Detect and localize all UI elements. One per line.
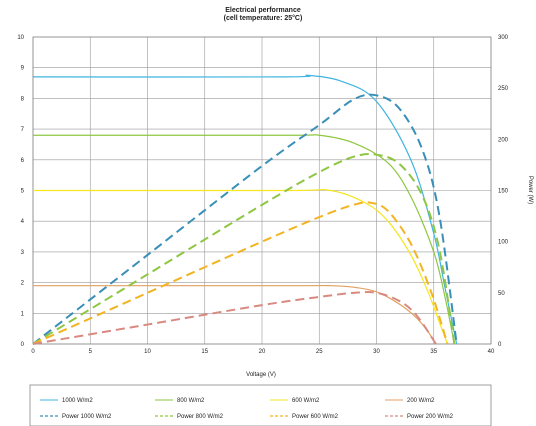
legend-entry: 1000 W/m2 bbox=[62, 398, 93, 404]
x-tick-label: 15 bbox=[201, 349, 208, 355]
series-line-2 bbox=[32, 134, 455, 345]
y-right-tick-label: 100 bbox=[498, 240, 509, 246]
series-line-8 bbox=[32, 291, 437, 345]
y-left-tick-label: 6 bbox=[21, 158, 25, 164]
y-right-axis-label: Power (W) bbox=[527, 176, 533, 204]
series-line-4 bbox=[33, 284, 437, 345]
y-right-tick-label: 250 bbox=[498, 86, 509, 92]
y-left-tick-label: 4 bbox=[21, 219, 25, 225]
y-left-tick-label: 9 bbox=[21, 66, 25, 72]
legend: 1000 W/m2 800 W/m2 600 W/m2 200 W/m2 Power 1… bbox=[40, 398, 454, 420]
y-left-tick-label: 1 bbox=[21, 311, 25, 317]
y-left-tick-label: 7 bbox=[21, 127, 25, 133]
series-line-1 bbox=[32, 74, 458, 345]
y-right-tick-label: 200 bbox=[498, 137, 509, 143]
y-left-axis-ticks: 0 1 2 3 4 5 6 7 8 9 10 bbox=[17, 35, 24, 348]
y-left-tick-label: 8 bbox=[21, 96, 25, 102]
series-line-5 bbox=[32, 93, 458, 345]
legend-entry: 600 W/m2 bbox=[292, 398, 320, 404]
y-right-tick-label: 150 bbox=[498, 189, 509, 195]
y-right-tick-label: 300 bbox=[498, 35, 509, 41]
legend-entry: Power 200 W/m2 bbox=[407, 414, 454, 420]
y-left-tick-label: 2 bbox=[21, 281, 25, 287]
y-right-tick-label: 50 bbox=[498, 291, 505, 297]
chart-title: Electrical performance bbox=[225, 7, 301, 14]
x-tick-label: 0 bbox=[31, 349, 35, 355]
y-right-axis-ticks: 0 50 100 150 200 250 300 bbox=[498, 35, 509, 348]
x-tick-label: 10 bbox=[144, 349, 151, 355]
y-left-tick-label: 5 bbox=[21, 189, 25, 195]
series-line-7 bbox=[32, 201, 449, 345]
y-left-tick-label: 0 bbox=[21, 342, 25, 348]
legend-entry: Power 800 W/m2 bbox=[177, 414, 224, 420]
y-right-tick-label: 0 bbox=[498, 342, 502, 348]
x-tick-label: 35 bbox=[430, 349, 437, 355]
x-tick-label: 5 bbox=[89, 349, 93, 355]
x-axis-label: Voltage (V) bbox=[246, 372, 276, 378]
series-lines bbox=[32, 74, 458, 345]
legend-entry: 800 W/m2 bbox=[177, 398, 205, 404]
series-line-6 bbox=[32, 153, 456, 345]
x-tick-label: 40 bbox=[488, 349, 495, 355]
y-left-tick-label: 10 bbox=[17, 35, 24, 41]
legend-entry: Power 600 W/m2 bbox=[292, 414, 339, 420]
y-left-tick-label: 3 bbox=[21, 250, 25, 256]
legend-box bbox=[29, 384, 492, 426]
legend-entry: 200 W/m2 bbox=[407, 398, 435, 404]
x-axis-ticks: 0 5 10 15 20 25 30 35 40 bbox=[31, 349, 495, 355]
x-tick-label: 20 bbox=[259, 349, 266, 355]
x-tick-label: 30 bbox=[373, 349, 380, 355]
chart-subtitle: (cell temperature: 25°C) bbox=[224, 14, 303, 22]
x-tick-label: 25 bbox=[316, 349, 323, 355]
series-line-3 bbox=[33, 188, 449, 345]
legend-entry: Power 1000 W/m2 bbox=[62, 414, 112, 420]
